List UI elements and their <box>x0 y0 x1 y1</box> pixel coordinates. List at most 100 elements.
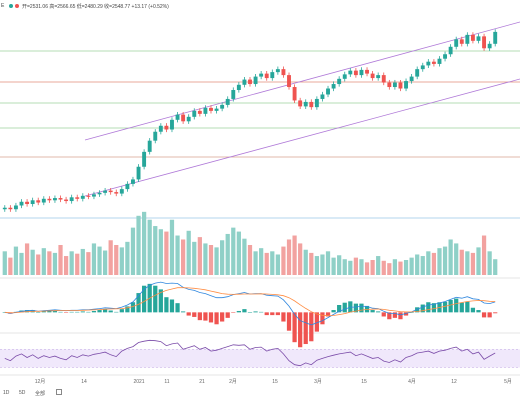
macd-histogram-bar <box>108 310 113 313</box>
macd-histogram-bar <box>236 310 241 313</box>
candle-body <box>47 198 52 201</box>
macd-histogram-bar <box>253 311 258 313</box>
macd-histogram-bar <box>309 312 314 342</box>
candle-body <box>248 79 252 85</box>
candle-body <box>454 39 459 47</box>
macd-histogram-bar <box>225 312 230 318</box>
volume-bar <box>442 246 448 275</box>
volume-bar <box>409 257 414 275</box>
macd-histogram-bar <box>181 311 186 313</box>
macd-histogram-bar <box>303 312 308 345</box>
volume-bar <box>303 249 308 275</box>
macd-histogram-bar <box>186 312 191 316</box>
candle-body <box>136 166 141 180</box>
volume-bar <box>242 238 247 275</box>
macd-histogram-bar <box>431 303 437 313</box>
volume-bar <box>493 259 498 275</box>
x-tick-label: 15 <box>272 379 278 385</box>
volume-bar <box>52 252 58 275</box>
volume-bar <box>8 257 13 275</box>
volume-bar <box>30 249 35 275</box>
volume-bar <box>281 246 286 275</box>
volume-bar <box>364 262 370 275</box>
volume-bar <box>270 251 275 275</box>
volume-bar <box>342 259 347 275</box>
candle-body <box>270 72 275 79</box>
volume-bar <box>353 257 359 275</box>
macd-histogram-bar <box>63 312 69 313</box>
macd-histogram-bar <box>342 302 347 313</box>
candle-body <box>69 197 74 202</box>
candle-body <box>86 195 91 197</box>
volume-bar <box>403 260 409 275</box>
timeframe-all[interactable]: 全部 <box>35 391 46 397</box>
volume-bar <box>114 245 119 275</box>
candle-body <box>443 54 448 59</box>
candle-body <box>292 87 297 101</box>
ohlc-readout: 开=2531.06 高=2566.65 低=2480.29 收=2548.77 … <box>22 4 169 10</box>
volume-bar <box>147 219 152 275</box>
timeframe-5d[interactable]: 5D <box>19 390 26 396</box>
macd-histogram-bar <box>80 311 85 313</box>
macd-histogram-bar <box>242 309 247 313</box>
volume-bar <box>2 251 7 275</box>
macd-histogram-bar <box>86 311 91 313</box>
macd-histogram-bar <box>197 312 202 321</box>
candle-body <box>493 31 498 44</box>
macd-histogram-bar <box>264 312 269 316</box>
symbol-fragment: E <box>1 3 5 9</box>
macd-histogram-bar <box>470 307 476 313</box>
x-tick-label: 12月 <box>35 379 46 385</box>
macd-histogram-bar <box>465 301 470 313</box>
candle-body <box>236 84 241 91</box>
volume-bar <box>108 240 113 275</box>
x-tick-label: 11 <box>164 379 169 385</box>
chart-area[interactable]: 12月 14 2021 11 21 2月 15 3月 15 4月 12 5月 <box>0 0 520 386</box>
macd-histogram-bar <box>292 312 297 343</box>
candle-body <box>331 84 336 89</box>
candle-body <box>415 69 420 77</box>
macd-histogram-bar <box>52 310 58 313</box>
volume-bar <box>102 250 108 275</box>
candle-body <box>365 69 369 74</box>
macd-histogram-bar <box>259 311 264 313</box>
volume-bar <box>376 256 381 275</box>
volume-bar <box>192 241 197 275</box>
candle-body <box>58 198 63 200</box>
volume-bar <box>86 252 91 275</box>
candle-body <box>326 88 330 95</box>
macd-histogram-bar <box>220 312 225 322</box>
macd-histogram-bar <box>426 302 431 313</box>
macd-histogram-bar <box>24 310 30 313</box>
x-tick-label: 3月 <box>314 379 322 385</box>
macd-histogram-bar <box>75 311 80 313</box>
calendar-icon[interactable] <box>56 389 62 395</box>
volume-bar <box>470 252 476 275</box>
candle-body <box>420 65 425 70</box>
candle-body <box>337 78 342 85</box>
timeframe-1d[interactable]: 1D <box>3 390 10 396</box>
candle-body <box>359 69 364 76</box>
macd-histogram-bar <box>314 312 319 332</box>
macd-histogram-bar <box>97 310 102 313</box>
volume-bar <box>298 243 303 275</box>
candle-body <box>253 76 258 85</box>
macd-histogram-bar <box>231 312 236 313</box>
macd-histogram-bar <box>36 312 41 313</box>
candle-body <box>92 194 96 197</box>
volume-bar <box>309 252 314 275</box>
candle-body <box>431 61 436 64</box>
volume-bar <box>392 259 398 275</box>
x-tick-label: 14 <box>81 379 87 385</box>
volume-bar <box>91 243 97 275</box>
volume-bar <box>169 219 175 275</box>
candle-body <box>142 151 147 167</box>
candle-body <box>158 125 163 132</box>
macd-histogram-bar <box>153 285 158 313</box>
x-tick-label: 5月 <box>504 379 512 385</box>
x-tick-label: 15 <box>361 379 367 385</box>
macd-histogram-bar <box>448 299 453 313</box>
candle-body <box>476 36 481 41</box>
volume-bar <box>415 254 420 275</box>
volume-bar <box>236 231 241 275</box>
